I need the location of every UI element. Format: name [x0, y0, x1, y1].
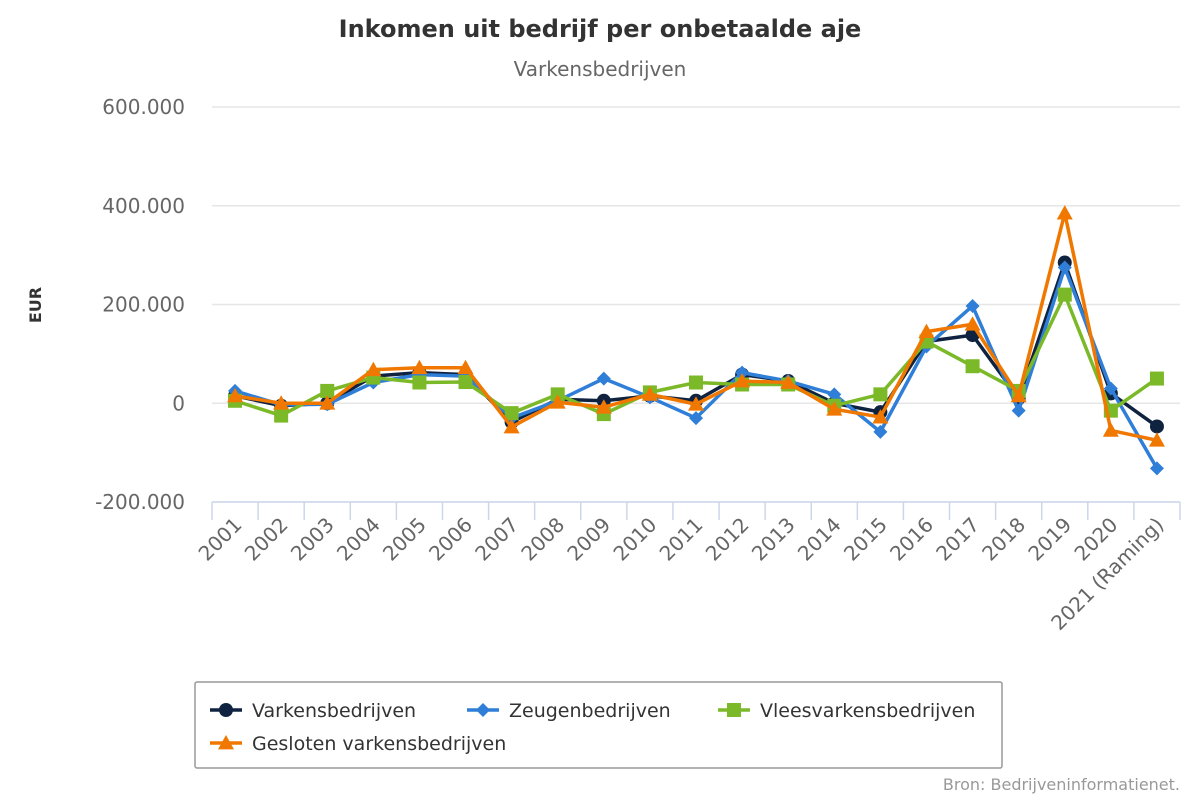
data-point-triangle — [227, 387, 244, 403]
data-point-triangle — [549, 394, 566, 409]
chart-subtitle: Varkensbedrijven — [514, 57, 687, 81]
x-tick-label: 2012 — [701, 513, 754, 566]
legend-box — [194, 681, 1003, 769]
data-point-square — [274, 408, 289, 423]
x-tick-label: 2016 — [885, 513, 938, 566]
data-point-triangle — [780, 374, 797, 389]
data-point-triangle — [826, 401, 843, 416]
data-point-triangle — [734, 373, 751, 388]
x-tick-label: 2010 — [608, 513, 661, 566]
x-axis: 2001200220032004200520062007200820092010… — [194, 501, 1181, 635]
data-point-triangle — [872, 409, 889, 424]
data-point-triangle — [964, 316, 981, 331]
data-point-triangle — [918, 323, 935, 339]
data-point-diamond — [735, 365, 750, 380]
data-point-diamond — [1057, 260, 1072, 275]
y-tick-label: 200.000 — [102, 293, 185, 317]
x-tick-label: 2001 — [194, 513, 247, 566]
data-point-square — [1057, 287, 1072, 302]
y-axis-ticks: 600.000 400.000 200.000 0 -200.000 — [95, 95, 185, 514]
series-lines — [227, 205, 1165, 476]
legend-label: Gesloten varkensbedrijven — [252, 733, 506, 755]
x-tick-label: 2003 — [286, 513, 339, 566]
x-tick-label: 2017 — [931, 513, 984, 566]
data-point-diamond — [1103, 381, 1118, 396]
data-point-diamond — [1149, 461, 1164, 476]
x-tick-label: 2006 — [424, 513, 477, 566]
gridlines — [212, 106, 1180, 503]
data-point-diamond — [873, 424, 888, 439]
data-point-diamond — [596, 371, 611, 386]
y-tick-label: 0 — [172, 391, 185, 415]
chart-title: Inkomen uit bedrijf per onbetaalde aje — [339, 15, 862, 43]
data-point-square — [965, 359, 980, 374]
legend-item[interactable]: Gesloten varkensbedrijven — [210, 733, 506, 755]
legend-item[interactable]: Varkensbedrijven — [210, 700, 416, 722]
data-point-triangle — [503, 418, 520, 434]
data-point-diamond — [827, 387, 842, 402]
data-point-square — [1149, 371, 1164, 386]
data-point-square — [412, 375, 427, 390]
x-tick-label: 2013 — [747, 513, 800, 566]
credits-text: Bron: Bedrijveninformatienet. — [943, 775, 1180, 794]
x-tick-label: 2019 — [1023, 513, 1076, 566]
y-tick-label: -200.000 — [95, 490, 185, 514]
x-tick-label: 2014 — [793, 513, 846, 566]
data-point-square — [689, 375, 703, 390]
series-zeugenbedrijven — [228, 260, 1164, 476]
data-point-square — [320, 383, 335, 398]
data-point-square — [727, 703, 741, 717]
data-point-triangle — [641, 386, 658, 401]
legend-item[interactable]: Vleesvarkensbedrijven — [718, 700, 975, 722]
x-tick-label: 2009 — [562, 513, 615, 566]
y-tick-label: 400.000 — [102, 194, 185, 218]
data-point-diamond — [476, 703, 490, 717]
data-point-triangle — [365, 361, 382, 377]
legend-label: Varkensbedrijven — [252, 700, 416, 722]
x-tick-label: 2005 — [378, 513, 431, 566]
data-point-triangle — [273, 395, 290, 410]
data-point-diamond — [1011, 403, 1026, 418]
legend: Varkensbedrijven Zeugenbedrijven Vleesvark… — [194, 681, 1003, 769]
legend-label: Vleesvarkensbedrijven — [760, 700, 975, 722]
data-point-square — [504, 406, 519, 421]
data-point-triangle — [1010, 387, 1027, 403]
data-point-triangle — [1148, 432, 1165, 447]
x-tick-label: 2002 — [240, 513, 293, 566]
data-point-triangle — [319, 395, 336, 410]
data-point-square — [873, 387, 888, 402]
data-point-triangle — [688, 396, 704, 411]
data-point-triangle — [411, 359, 428, 375]
x-tick-label: 2004 — [332, 513, 385, 566]
x-tick-label: 2008 — [516, 513, 569, 566]
legend-label: Zeugenbedrijven — [509, 700, 671, 722]
x-tick-label: 2007 — [470, 513, 523, 566]
data-point-circle — [1149, 419, 1164, 434]
data-point-triangle — [457, 359, 474, 375]
data-point-square — [458, 375, 473, 390]
x-tick-label: 2011 — [655, 513, 708, 566]
data-point-triangle — [1056, 205, 1073, 220]
x-tick-label: 2015 — [839, 513, 892, 566]
legend-item[interactable]: Zeugenbedrijven — [467, 700, 671, 722]
data-point-triangle — [218, 735, 234, 750]
data-point-diamond — [965, 298, 980, 313]
data-point-diamond — [689, 411, 703, 426]
series-gesloten-varkensbedrijven — [227, 205, 1165, 447]
y-axis-label: EUR — [26, 287, 45, 323]
data-point-triangle — [595, 399, 612, 414]
y-tick-label: 600.000 — [102, 95, 185, 119]
data-point-circle — [219, 703, 233, 717]
x-tick-label: 2018 — [977, 513, 1030, 566]
data-point-triangle — [1102, 422, 1119, 437]
